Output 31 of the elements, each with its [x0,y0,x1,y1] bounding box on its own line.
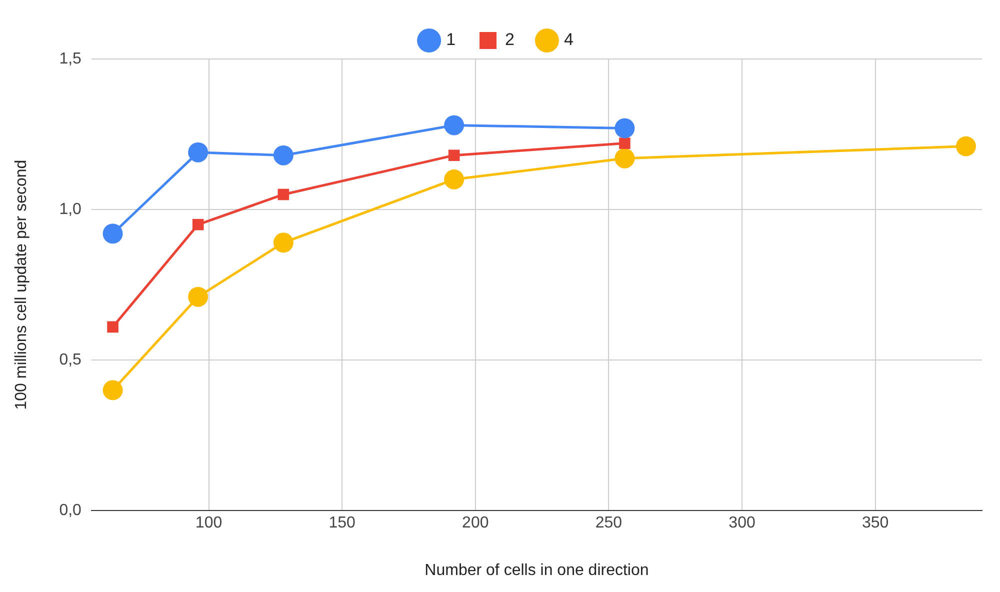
point [614,148,635,168]
y-tick-label: 1,5 [59,50,82,68]
point [444,169,464,190]
legend-label: 4 [564,30,574,50]
x-tick-label: 250 [595,514,622,532]
point [448,150,460,161]
point [619,138,630,149]
point [188,286,208,307]
x-tick-label: 300 [728,514,756,532]
x-tick-label: 350 [862,514,889,532]
point [102,224,123,244]
x-tick-label: 100 [195,514,222,532]
point [614,118,635,138]
point [956,136,976,156]
legend-label: 2 [505,30,514,50]
y-tick-label: 0,5 [59,351,82,368]
x-axis-title: Number of cells in one direction [424,562,649,579]
point [273,232,294,253]
point [444,115,464,136]
y-axis-title: 100 millions cell update per second [13,160,30,410]
point [273,145,294,166]
y-tick-label: 0,0 [59,502,82,520]
point [188,142,208,162]
point [278,188,290,200]
point [192,218,204,230]
point [107,321,118,333]
point [102,380,123,400]
y-tick-label: 1,0 [59,200,82,218]
legend-label: 1 [446,30,456,50]
x-tick-label: 200 [462,514,489,532]
x-tick-label: 150 [328,514,356,532]
